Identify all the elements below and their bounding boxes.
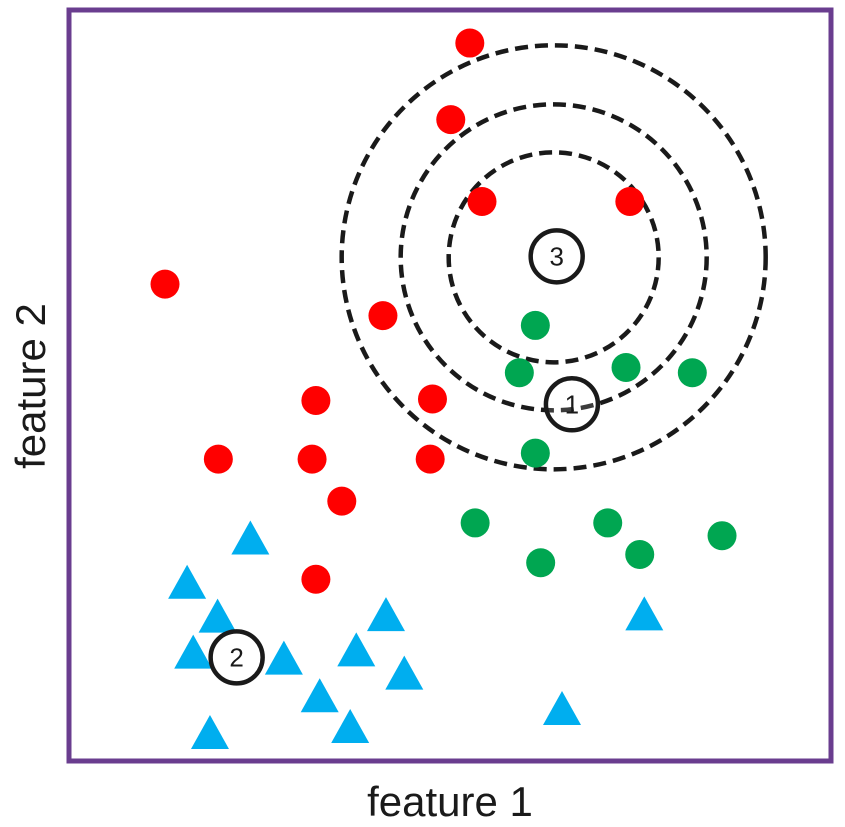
- neighborhood-rings: [339, 43, 768, 472]
- test-point-ring: [543, 376, 601, 433]
- red-circle-point: [436, 105, 466, 135]
- triangle-point: [331, 708, 370, 743]
- neighborhood-ring-2: [398, 102, 709, 413]
- test-point-ring: [528, 228, 585, 285]
- red-circle-point: [150, 269, 180, 299]
- triangle-point: [190, 714, 229, 749]
- triangle-point: [385, 655, 424, 690]
- red-circle-point: [417, 384, 447, 414]
- triangle-point: [543, 690, 582, 725]
- test-point-label: 2: [229, 642, 243, 672]
- red-circle-point: [415, 444, 445, 474]
- triangle-point: [300, 678, 339, 713]
- green-circle-point: [460, 508, 490, 538]
- green-circle-point: [611, 352, 641, 382]
- green-circle-point: [520, 438, 550, 468]
- test-point-label: 3: [549, 241, 563, 271]
- red-circle-point: [297, 444, 327, 474]
- red-circle-point: [327, 486, 357, 516]
- data-points: [150, 28, 737, 749]
- test-point-ring: [208, 629, 265, 686]
- test-point-3: 3: [528, 228, 585, 285]
- green-circle-point: [707, 521, 737, 551]
- triangle-point: [168, 564, 207, 599]
- green-circle-point: [625, 539, 655, 569]
- green-circle-point: [504, 358, 534, 388]
- test-points: 1 2 3: [208, 228, 601, 686]
- triangle-point: [366, 597, 405, 632]
- red-circle-point: [368, 301, 398, 331]
- triangle-point: [264, 640, 303, 675]
- green-circle-point: [526, 548, 556, 578]
- red-circle-point: [467, 187, 497, 217]
- red-circle-point: [301, 564, 331, 594]
- green-circle-point: [593, 508, 623, 538]
- red-circle-point: [615, 187, 645, 217]
- test-point-1: 1: [543, 376, 601, 433]
- neighborhood-ring-1: [446, 150, 661, 365]
- neighborhood-ring-3: [339, 43, 768, 472]
- triangle-point: [174, 634, 213, 669]
- triangle-point: [198, 598, 237, 633]
- triangle-point: [625, 596, 664, 631]
- plot-frame: [66, 7, 834, 764]
- test-point-2: 2: [208, 629, 265, 686]
- triangle-point: [337, 632, 376, 667]
- test-point-label: 1: [565, 389, 579, 419]
- red-circle-point: [301, 386, 331, 416]
- x-axis-label: feature 1: [367, 778, 533, 825]
- red-circle-point: [455, 28, 485, 58]
- red-circle-point: [203, 444, 233, 474]
- y-axis-label: feature 2: [7, 303, 54, 469]
- green-circle-point: [520, 310, 550, 340]
- triangle-point: [231, 520, 270, 555]
- green-circle-point: [677, 358, 707, 388]
